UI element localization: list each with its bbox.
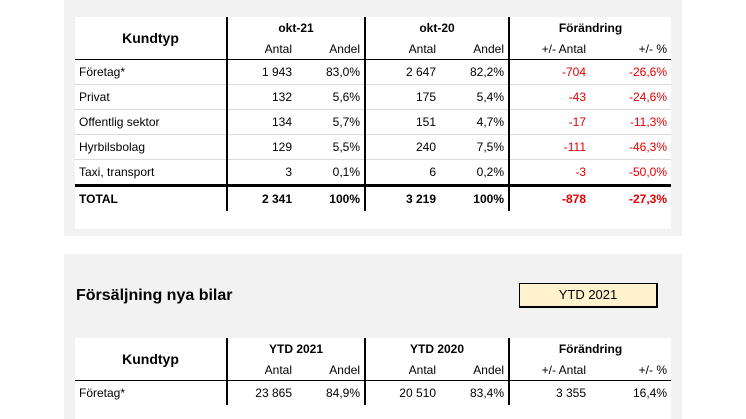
table1-diff-antal-header: +/- Antal xyxy=(509,39,590,60)
table-row: Offentlig sektor 134 5,7% 151 4,7% -17 -… xyxy=(75,109,672,135)
row-label: Företag* xyxy=(75,380,228,405)
cell-diff-antal: -704 xyxy=(509,59,590,85)
cell-andel-1: 5,5% xyxy=(296,134,366,160)
total-label: TOTAL xyxy=(75,184,228,211)
cell-antal-2: 2 647 xyxy=(365,59,440,85)
cell-antal-1: 23 865 xyxy=(255,386,292,400)
table2-panel: Kundtyp YTD 2021 YTD 2020 Förändring Ant… xyxy=(75,338,672,419)
table2-antal-header-2: Antal xyxy=(365,360,440,381)
cell-andel-2: 7,5% xyxy=(440,134,510,160)
total-antal-1: 2 341 xyxy=(227,184,296,211)
cell-diff-antal: -43 xyxy=(509,84,590,110)
row-label: Offentlig sektor xyxy=(75,109,228,135)
table1-andel-header-1: Andel xyxy=(296,39,366,60)
cell-diff-pct: -26,6% xyxy=(590,59,672,85)
row-label: Privat xyxy=(75,84,228,110)
cell-andel-1: 5,7% xyxy=(296,109,366,135)
cell-diff-antal: 3 355 xyxy=(555,386,586,400)
cell-diff-antal: -17 xyxy=(509,109,590,135)
table1-diff-pct-header: +/- % xyxy=(590,39,672,60)
table2: Kundtyp YTD 2021 YTD 2020 Förändring Ant… xyxy=(75,338,672,405)
table1-period1-header: okt-21 xyxy=(227,17,366,39)
cell-andel-2: 0,2% xyxy=(440,159,510,186)
total-diff-antal: -878 xyxy=(509,184,590,211)
table-row: Företag* 1 943 83,0% 2 647 82,2% -704 -2… xyxy=(75,59,672,85)
cell-andel-2: 83,4% xyxy=(440,380,510,405)
cell-andel-2: 5,4% xyxy=(440,84,510,110)
row-label: Hyrbilsbolag xyxy=(75,134,228,160)
cell-andel-2: 4,7% xyxy=(440,109,510,135)
cell-diff-antal: -3 xyxy=(575,165,586,179)
table2-diff-antal-header: +/- Antal xyxy=(509,360,590,381)
table2-kundtyp-header: Kundtyp xyxy=(75,338,228,381)
cell-diff-pct: -24,6% xyxy=(590,84,672,110)
cell-andel-1: 5,6% xyxy=(296,84,366,110)
table1-change-header: Förändring xyxy=(558,21,623,35)
row-label: Taxi, transport xyxy=(75,159,228,186)
cell-diff-pct: -11,3% xyxy=(590,109,672,135)
total-diff-pct: -27,3% xyxy=(590,184,672,211)
total-andel-2: 100% xyxy=(440,184,510,211)
cell-antal-2: 175 xyxy=(365,84,440,110)
table1: Kundtyp okt-21 okt-20 Förändring Antal A… xyxy=(75,17,672,211)
total-andel-1: 100% xyxy=(296,184,366,211)
table1-panel: Kundtyp okt-21 okt-20 Förändring Antal A… xyxy=(75,17,672,229)
cell-andel-2: 82,2% xyxy=(440,59,510,85)
cell-antal-1: 134 xyxy=(227,109,296,135)
table1-antal-header-1: Antal xyxy=(227,39,296,60)
table2-diff-pct-header: +/- % xyxy=(590,360,672,381)
cell-antal-2: 151 xyxy=(365,109,440,135)
table1-andel-header-2: Andel xyxy=(440,39,510,60)
cell-andel-1: 0,1% xyxy=(296,159,366,186)
row-label: Företag* xyxy=(75,59,228,85)
cell-andel-1: 84,9% xyxy=(296,380,366,405)
table2-andel-header-2: Andel xyxy=(440,360,510,381)
period-selector-box[interactable]: YTD 2021 xyxy=(519,283,658,308)
total-row: TOTAL 2 341 100% 3 219 100% -878 -27,3% xyxy=(75,184,672,211)
cell-antal-2: 20 510 xyxy=(399,386,436,400)
table-row: Privat 132 5,6% 175 5,4% -43 -24,6% xyxy=(75,84,672,110)
cell-antal-1: 1 943 xyxy=(227,59,296,85)
table1-kundtyp-header: Kundtyp xyxy=(75,17,228,60)
cell-diff-antal: -111 xyxy=(509,134,590,160)
table2-change-header: Förändring xyxy=(558,342,623,356)
total-antal-2: 3 219 xyxy=(365,184,440,211)
table-row: Företag* 23 865 84,9% 20 510 83,4% 3 355… xyxy=(75,380,671,405)
cell-andel-1: 83,0% xyxy=(296,59,366,85)
cell-antal-1: 3 xyxy=(285,165,292,179)
cell-diff-pct: 16,4% xyxy=(632,386,668,400)
cell-antal-1: 132 xyxy=(227,84,296,110)
table2-andel-header-1: Andel xyxy=(296,360,366,381)
table1-period2-header: okt-20 xyxy=(365,17,510,39)
cell-diff-pct: -50,0% xyxy=(628,165,668,179)
table1-antal-header-2: Antal xyxy=(365,39,440,60)
table-row: Hyrbilsbolag 129 5,5% 240 7,5% -111 -46,… xyxy=(75,134,672,160)
table-row: Taxi, transport 3 0,1% 6 0,2% -3 -50,0% xyxy=(75,159,671,186)
table2-period2-header: YTD 2020 xyxy=(365,338,510,360)
cell-diff-pct: -46,3% xyxy=(590,134,672,160)
table2-period1-header: YTD 2021 xyxy=(227,338,366,360)
table2-antal-header-1: Antal xyxy=(227,360,296,381)
section-title: Försäljning nya bilar xyxy=(76,287,233,304)
cell-antal-2: 6 xyxy=(429,165,436,179)
cell-antal-1: 129 xyxy=(227,134,296,160)
cell-antal-2: 240 xyxy=(365,134,440,160)
